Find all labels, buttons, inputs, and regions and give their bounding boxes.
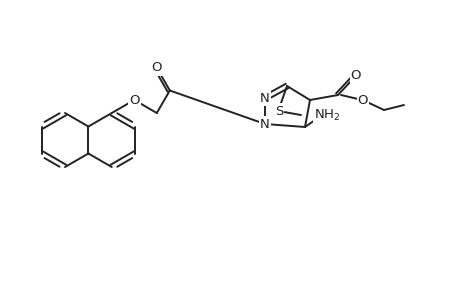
- Text: O: O: [350, 68, 360, 82]
- Text: O: O: [357, 94, 368, 106]
- Text: N: N: [259, 92, 269, 104]
- Text: S: S: [274, 104, 283, 118]
- Text: O: O: [129, 94, 139, 106]
- Text: O: O: [151, 61, 162, 74]
- Text: N: N: [259, 118, 269, 130]
- Text: NH$_2$: NH$_2$: [313, 107, 340, 123]
